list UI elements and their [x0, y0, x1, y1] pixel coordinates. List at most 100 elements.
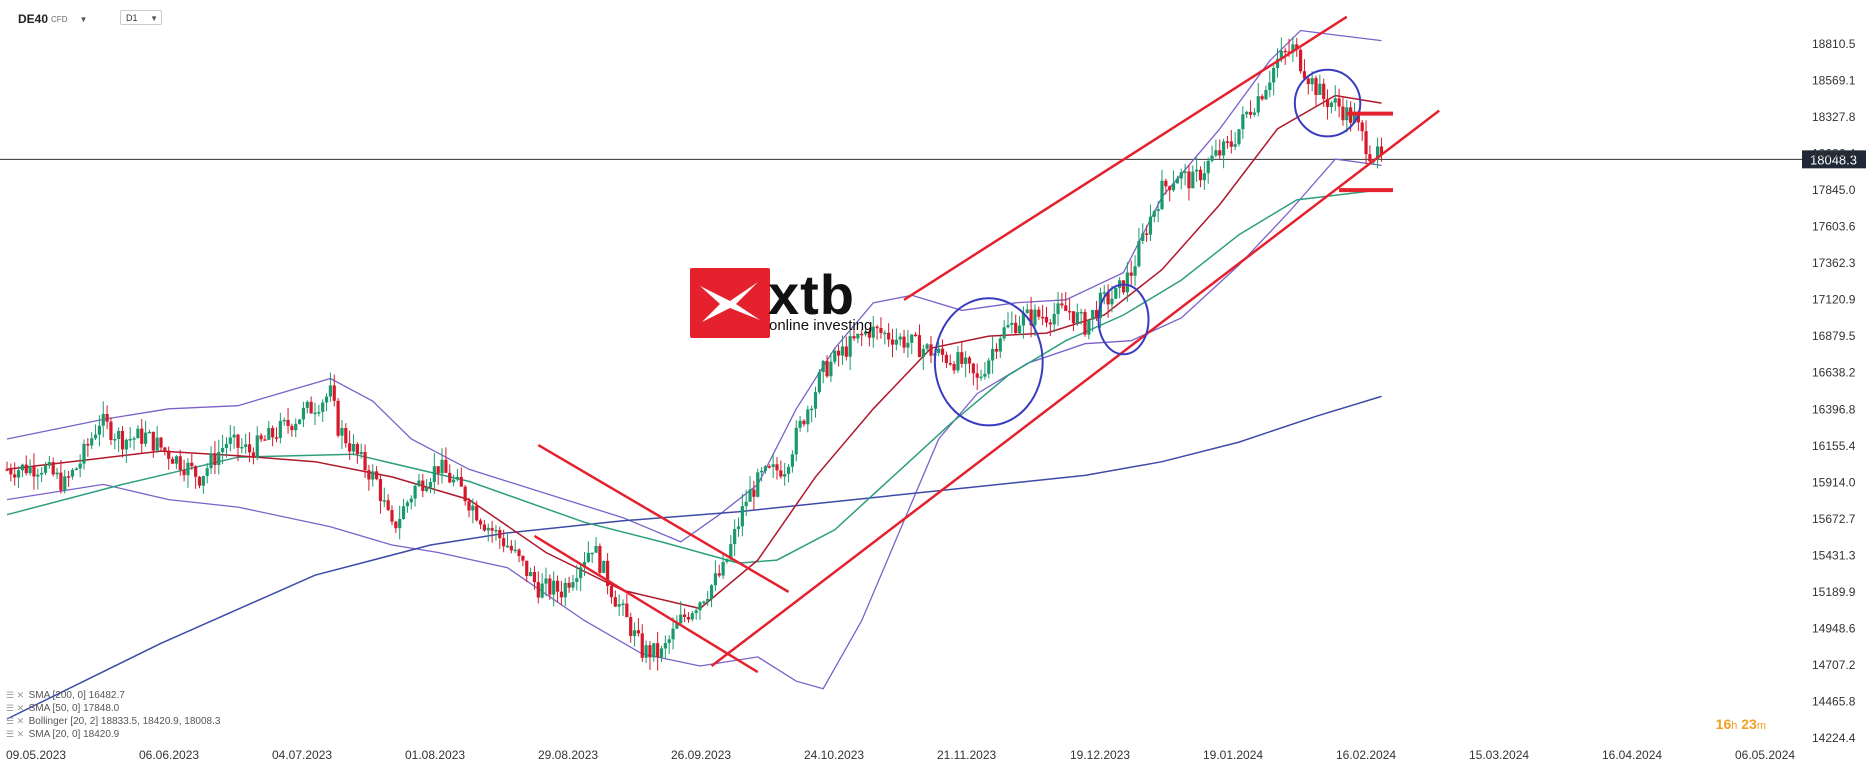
candle [448, 464, 452, 484]
candle-body [1329, 102, 1333, 107]
chevron-down-icon: ▼ [79, 14, 88, 24]
candle-body [1064, 305, 1068, 311]
candle-body [1110, 298, 1114, 305]
candle-body [40, 472, 44, 475]
candle [602, 560, 606, 574]
candle-body [921, 348, 925, 357]
candle [1041, 304, 1045, 326]
candle-body [290, 425, 294, 431]
candle-body [1141, 233, 1145, 241]
candle [1225, 135, 1230, 149]
candle-body [1198, 169, 1203, 181]
candle-body [490, 527, 494, 531]
candle-body [70, 469, 75, 477]
candle [852, 323, 856, 341]
candle-body [1164, 180, 1168, 187]
candle-body [648, 645, 652, 658]
candle [925, 343, 929, 354]
candle [548, 574, 552, 600]
candle-body [170, 458, 175, 464]
candle [736, 517, 741, 537]
candle [960, 342, 964, 368]
candle-body [1156, 209, 1160, 212]
candle [1056, 291, 1060, 327]
y-tick-label: 18327.8 [1812, 110, 1856, 124]
candle-body [1106, 292, 1110, 305]
candle-body [740, 506, 744, 527]
candle-body [1237, 129, 1241, 145]
candle-body [378, 479, 383, 502]
legend-menu-icon[interactable]: ☰ ✕ [6, 703, 27, 713]
grid: 18048.3 [0, 150, 1866, 169]
candle [763, 464, 768, 474]
candle-body [1129, 272, 1133, 276]
current-price-label: 18048.3 [1810, 152, 1857, 167]
candle-body [436, 466, 440, 474]
candle [305, 400, 309, 414]
candle-body [521, 556, 525, 561]
legend-item[interactable]: ☰ ✕ SMA [200, 0] 16482.7 [6, 690, 125, 701]
highlight-circle [1097, 283, 1150, 356]
bollinger-upper [6, 29, 1382, 543]
candle-body [582, 561, 587, 568]
candle [721, 554, 725, 579]
candle [332, 374, 336, 407]
candle-body [967, 357, 972, 364]
candle-body [1252, 112, 1256, 115]
candle [944, 351, 948, 369]
candle [733, 519, 737, 556]
timeframe-select[interactable]: D1 ▼ [120, 10, 162, 25]
legend-item[interactable]: ☰ ✕ Bollinger [20, 2] 18833.5, 18420.9, … [6, 716, 220, 727]
candle [425, 478, 429, 493]
candle-body [301, 407, 306, 420]
candle [40, 467, 44, 483]
candle-body [1360, 122, 1364, 132]
candle-body [937, 348, 941, 354]
candle-body [159, 437, 163, 448]
candle-body [602, 560, 606, 573]
candle-body [683, 614, 687, 617]
candle-body [255, 435, 259, 458]
symbol-selector[interactable]: DE40 CFD ▼ [18, 12, 87, 26]
candle-body [890, 339, 895, 345]
candle [201, 475, 205, 494]
candle-body [917, 335, 922, 357]
candle-body [401, 506, 406, 519]
candle-body [147, 431, 152, 434]
candle-body [964, 357, 968, 364]
candle-body [1145, 233, 1149, 235]
candle-body [244, 444, 248, 447]
legend-menu-icon[interactable]: ☰ ✕ [6, 729, 27, 739]
candle [625, 593, 629, 618]
candle-body [686, 616, 691, 620]
candle [16, 466, 21, 489]
candle [1141, 223, 1145, 244]
candle-body [444, 459, 448, 473]
candle-body [167, 450, 171, 459]
candle [917, 324, 922, 358]
candle-body [1048, 322, 1052, 325]
candle [271, 425, 275, 447]
candle [336, 397, 340, 438]
candle-body [532, 571, 537, 583]
legend-item[interactable]: ☰ ✕ SMA [50, 0] 17848.0 [6, 703, 119, 714]
candle-body [756, 472, 760, 497]
candle-body [309, 401, 313, 414]
y-tick-label: 14465.8 [1812, 694, 1856, 708]
legend-menu-icon[interactable]: ☰ ✕ [6, 716, 27, 726]
candle [1071, 311, 1076, 332]
candle-body [1091, 310, 1095, 320]
candle-body [294, 423, 298, 431]
candle [1198, 166, 1203, 188]
candle [987, 357, 991, 379]
candle-body [390, 510, 394, 522]
candle-body [894, 339, 898, 345]
legend-menu-icon[interactable]: ☰ ✕ [6, 690, 27, 700]
candle [740, 493, 744, 537]
candle-body [1295, 44, 1299, 50]
legend-item[interactable]: ☰ ✕ SMA [20, 0] 18420.9 [6, 729, 119, 740]
candle [194, 465, 198, 489]
candle-body [348, 443, 352, 452]
candle-body [575, 578, 579, 583]
